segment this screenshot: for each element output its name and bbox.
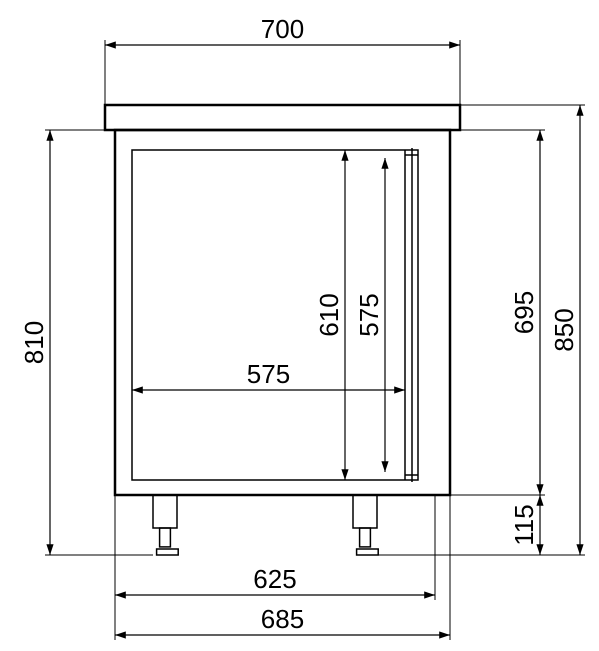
dim-top-width-label: 700	[261, 14, 304, 44]
leg-left-shaft	[160, 528, 171, 547]
dim-right-695-label: 695	[509, 291, 539, 334]
leg-right-foot	[357, 549, 379, 555]
dim-left-height-label: 810	[19, 321, 49, 364]
dim-bot-685-label: 685	[261, 604, 304, 634]
leg-left-post	[153, 495, 177, 528]
leg-right-post	[353, 495, 377, 528]
leg-left-foot	[157, 549, 179, 555]
dim-inner-610-label: 610	[314, 293, 344, 336]
dim-inner-575h-label: 575	[354, 293, 384, 336]
dim-inner-575w-label: 575	[247, 359, 290, 389]
dim-right-850-label: 850	[549, 308, 579, 351]
cabinet-outer	[115, 130, 450, 495]
dim-bot-625-label: 625	[253, 564, 296, 594]
countertop	[105, 105, 460, 130]
dim-right-115-label: 115	[509, 504, 539, 545]
leg-right-shaft	[360, 528, 371, 547]
